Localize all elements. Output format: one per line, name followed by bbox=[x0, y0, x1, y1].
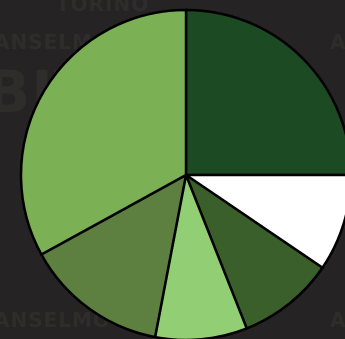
watermark-word: A bbox=[330, 308, 345, 332]
pie-slice-2 bbox=[184, 173, 345, 269]
pie-slices bbox=[19, 8, 345, 339]
watermark-word: ANSELMO bbox=[0, 308, 111, 332]
pie-slice-5 bbox=[40, 173, 188, 339]
pie-slice-1 bbox=[184, 8, 345, 177]
pie-slice-4 bbox=[153, 173, 248, 339]
pie-slice-6 bbox=[19, 8, 188, 256]
pie-slice-3 bbox=[184, 173, 324, 330]
watermark-word: A bbox=[330, 30, 345, 54]
watermark-word: TORINO bbox=[56, 0, 150, 16]
